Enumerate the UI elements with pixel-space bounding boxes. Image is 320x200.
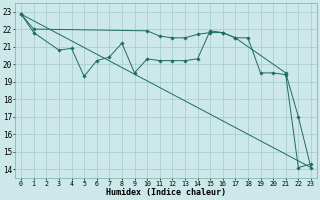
X-axis label: Humidex (Indice chaleur): Humidex (Indice chaleur) — [106, 188, 226, 197]
